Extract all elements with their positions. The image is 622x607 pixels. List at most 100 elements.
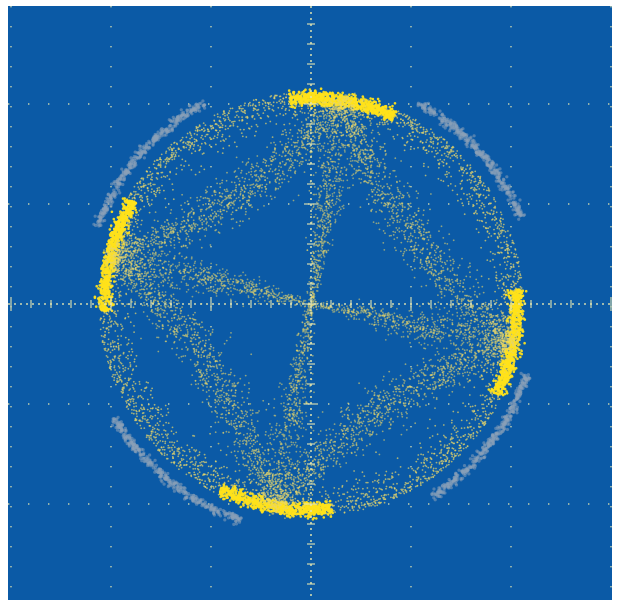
ring-dot [207,465,210,468]
ring-dot [497,232,500,235]
ring-dot [327,494,329,496]
outer-ring-dot [470,454,475,458]
outer-ring-dot [127,441,131,445]
ring-dot [118,292,120,294]
ring-dot [202,127,205,130]
ring-dot [127,342,130,345]
ring-dot [127,315,130,318]
ring-dot [493,198,495,201]
ring-dot [426,130,429,132]
ring-dot [243,128,245,131]
ring-dot [102,326,105,329]
outer-ring-dot [148,460,153,464]
ring-dot [486,211,488,214]
outer-ring-dot [106,193,110,197]
ring-dot [383,501,386,504]
outer-ring-dot [209,508,213,512]
ring-dot [480,246,482,249]
ring-dot [148,211,151,214]
ring-dot [275,114,278,117]
outer-ring-dot [167,118,171,122]
ring-dot [490,412,493,415]
ring-dot [503,241,506,244]
ring-dot [369,502,372,505]
ring-dot [136,226,139,229]
ring-dot [488,202,491,205]
ring-dot [177,450,180,453]
ring-dot [396,116,399,119]
ring-dot [491,219,493,221]
ring-dot [383,493,386,496]
ring-dot [453,425,456,427]
ring-dot [141,219,143,222]
ring-dot [160,176,163,179]
ring-dot [153,435,155,438]
ring-dot [107,321,110,324]
ring-dot [380,501,382,504]
ring-dot [490,406,493,408]
ring-dot [414,119,417,122]
ring-dot [133,325,135,327]
ring-dot [445,176,448,178]
ring-dot [460,157,462,160]
ring-dot [432,470,435,472]
ring-dot [487,236,490,239]
ring-dot [494,224,497,226]
ring-dot [202,122,205,124]
ring-dot [400,118,402,120]
ring-dot [115,315,118,318]
outer-ring-dot [122,436,126,440]
ring-dot [147,403,150,406]
ring-dot [237,463,240,466]
outer-ring-dot [174,481,178,485]
ring-dot [498,228,501,230]
ring-dot [137,186,140,189]
outer-ring-dot [165,130,169,134]
ring-dot [481,220,484,223]
outer-ring-dot [486,444,490,449]
ring-dot [482,211,485,214]
ring-dot [223,465,225,468]
ring-dot [288,109,291,112]
ring-dot [484,420,487,423]
ring-dot [198,171,201,174]
ring-dot [349,500,352,502]
ring-dot [428,133,431,135]
ring-dot [500,295,503,298]
ring-dot [488,188,490,191]
outer-ring-dot [172,124,176,129]
outer-ring-dot [137,151,141,155]
ring-dot [133,194,136,197]
ring-dot [169,146,172,149]
ring-dot [237,482,240,484]
outer-ring-dot [439,495,443,499]
ring-dot [167,433,169,436]
ring-dot [371,502,373,504]
ring-dot [219,116,222,119]
outer-ring-dot [103,206,107,210]
ring-dot [448,447,450,450]
outer-ring-dot [175,116,179,120]
ring-dot [426,139,428,141]
ring-dot [163,189,165,192]
ring-dot [451,145,454,148]
ring-dot [171,449,174,451]
ring-dot [151,428,154,431]
ring-dot [453,442,455,445]
ring-dot [150,437,152,440]
ring-dot [417,458,419,461]
ring-dot [180,446,183,449]
ring-dot [478,196,480,199]
outer-ring-dot [439,489,443,493]
ring-dot [213,120,216,122]
ring-dot [216,134,219,136]
ring-dot [170,461,173,464]
ring-dot [250,125,253,128]
ring-dot [497,287,500,290]
ring-dot [494,200,497,203]
ring-dot [146,398,149,401]
outer-ring-dot [519,381,523,385]
ring-dot [502,275,505,278]
ring-dot [160,408,163,410]
ring-dot [128,404,131,406]
